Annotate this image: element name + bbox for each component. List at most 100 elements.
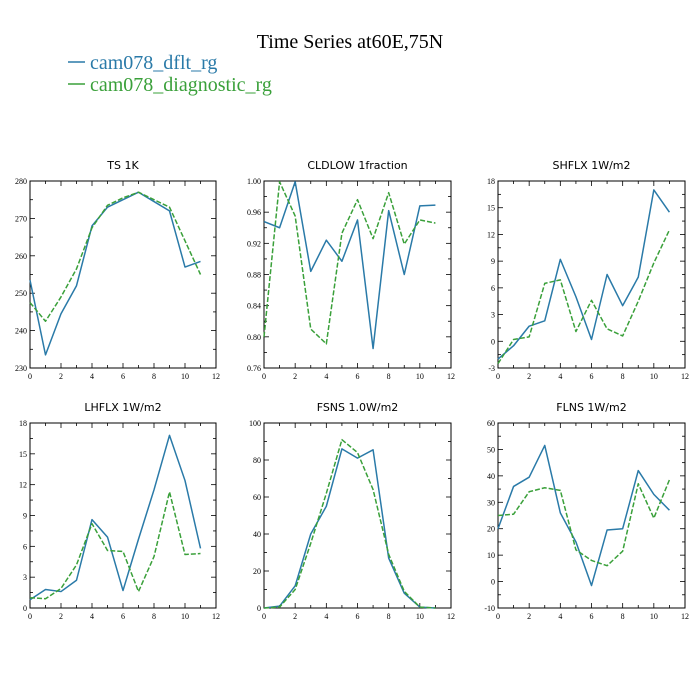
series-line-diagnostic — [263, 181, 436, 345]
panel-title: CLDLOW 1fraction — [307, 159, 407, 172]
x-tick-label: 12 — [681, 372, 689, 381]
y-tick-label: 12 — [487, 230, 495, 239]
x-tick-label: 10 — [650, 372, 658, 381]
panel-title: TS 1K — [106, 159, 139, 172]
x-tick-label: 8 — [387, 612, 391, 621]
x-tick-label: 6 — [356, 612, 360, 621]
x-tick-label: 12 — [681, 612, 689, 621]
x-tick-label: 6 — [121, 372, 125, 381]
series-line-dflt — [29, 191, 201, 356]
y-tick-label: 0.92 — [247, 239, 261, 248]
panel-title: LHFLX 1W/m2 — [84, 401, 161, 414]
x-tick-label: 2 — [59, 612, 63, 621]
y-tick-label: 50 — [487, 445, 495, 454]
x-tick-label: 0 — [496, 372, 500, 381]
x-tick-label: 6 — [121, 612, 125, 621]
y-tick-label: 6 — [23, 542, 27, 551]
x-tick-label: 4 — [558, 612, 562, 621]
chart-panel-4: FSNS 1.0W/m2 0 2 4 6 8 10 12 0 20 40 60 80 100 — [249, 401, 455, 621]
y-tick-label: 0 — [491, 337, 495, 346]
x-tick-label: 2 — [293, 612, 297, 621]
y-tick-label: 9 — [23, 512, 27, 521]
y-tick-label: 240 — [15, 327, 27, 336]
y-tick-label: -3 — [488, 364, 495, 373]
x-tick-label: 6 — [590, 612, 594, 621]
x-tick-label: 10 — [181, 612, 189, 621]
y-tick-label: 0.80 — [247, 333, 261, 342]
x-tick-label: 2 — [527, 372, 531, 381]
y-tick-label: 30 — [487, 498, 495, 507]
series-line-dflt — [497, 189, 671, 360]
y-tick-label: 0.96 — [247, 208, 261, 217]
y-tick-label: 12 — [19, 481, 27, 490]
y-tick-label: 60 — [253, 493, 261, 502]
y-tick-label: 18 — [19, 419, 27, 428]
x-tick-label: 10 — [416, 612, 424, 621]
y-tick-label: 280 — [15, 177, 27, 186]
series-line-diagnostic — [497, 479, 671, 567]
x-tick-label: 8 — [152, 612, 156, 621]
x-tick-label: 4 — [90, 612, 94, 621]
y-tick-label: 80 — [253, 456, 261, 465]
x-tick-label: 12 — [212, 372, 220, 381]
y-tick-label: 40 — [253, 530, 261, 539]
chart-panel-3: LHFLX 1W/m2 0 2 4 6 8 10 12 0 3 6 9 12 15 18 — [19, 401, 220, 621]
x-tick-label: 8 — [387, 372, 391, 381]
x-tick-label: 8 — [152, 372, 156, 381]
chart-panel-1: CLDLOW 1fraction 0 2 4 6 8 10 12 0.76 0.80 0.84 0.8… — [247, 159, 455, 381]
y-tick-label: 0 — [257, 604, 261, 613]
y-tick-label: 100 — [249, 419, 261, 428]
y-tick-label: 20 — [487, 525, 495, 534]
y-tick-label: 18 — [487, 177, 495, 186]
y-tick-label: -10 — [484, 604, 495, 613]
panel-title: SHFLX 1W/m2 — [552, 159, 630, 172]
y-tick-label: 0.76 — [247, 364, 261, 373]
y-tick-label: 15 — [19, 450, 27, 459]
y-tick-label: 260 — [15, 252, 27, 261]
y-tick-label: 10 — [487, 551, 495, 560]
y-tick-label: 270 — [15, 214, 27, 223]
series-line-dflt — [497, 444, 670, 587]
y-tick-label: 0.88 — [247, 271, 261, 280]
panel-title: FSNS 1.0W/m2 — [317, 401, 399, 414]
x-tick-label: 6 — [356, 372, 360, 381]
x-tick-label: 0 — [262, 372, 266, 381]
y-tick-label: 0 — [491, 578, 495, 587]
y-tick-label: 15 — [487, 204, 495, 213]
y-tick-label: 40 — [487, 472, 495, 481]
x-tick-label: 12 — [447, 612, 455, 621]
y-tick-label: 3 — [23, 573, 27, 582]
x-tick-label: 0 — [28, 372, 32, 381]
x-tick-label: 4 — [90, 372, 94, 381]
legend-label-diagnostic: cam078_diagnostic_rg — [90, 74, 272, 96]
y-tick-label: 6 — [491, 284, 495, 293]
y-tick-label: 20 — [253, 567, 261, 576]
figure-title: Time Series at60E,75N — [257, 31, 443, 53]
series-line-diagnostic — [263, 438, 436, 609]
x-tick-label: 0 — [28, 612, 32, 621]
y-tick-label: 230 — [15, 364, 27, 373]
chart-panel-0: TS 1K 0 2 4 6 8 10 12 230 240 250 260 270 280 — [15, 159, 220, 381]
x-tick-label: 10 — [181, 372, 189, 381]
series-line-dflt — [263, 181, 436, 350]
x-tick-label: 4 — [558, 372, 562, 381]
y-tick-label: 60 — [487, 419, 495, 428]
y-tick-label: 250 — [15, 289, 27, 298]
legend-label-dflt: cam078_dflt_rg — [90, 52, 217, 74]
x-tick-label: 2 — [59, 372, 63, 381]
panel-title: FLNS 1W/m2 — [556, 401, 626, 414]
y-tick-label: 1.00 — [247, 177, 261, 186]
y-tick-label: 9 — [491, 257, 495, 266]
series-line-diagnostic — [29, 191, 202, 322]
x-tick-label: 8 — [621, 372, 625, 381]
y-tick-label: 3 — [491, 311, 495, 320]
x-tick-label: 4 — [324, 612, 328, 621]
series-line-dflt — [263, 448, 436, 609]
y-tick-label: 0.84 — [247, 302, 261, 311]
x-tick-label: 2 — [527, 612, 531, 621]
plot-frame — [263, 422, 452, 609]
